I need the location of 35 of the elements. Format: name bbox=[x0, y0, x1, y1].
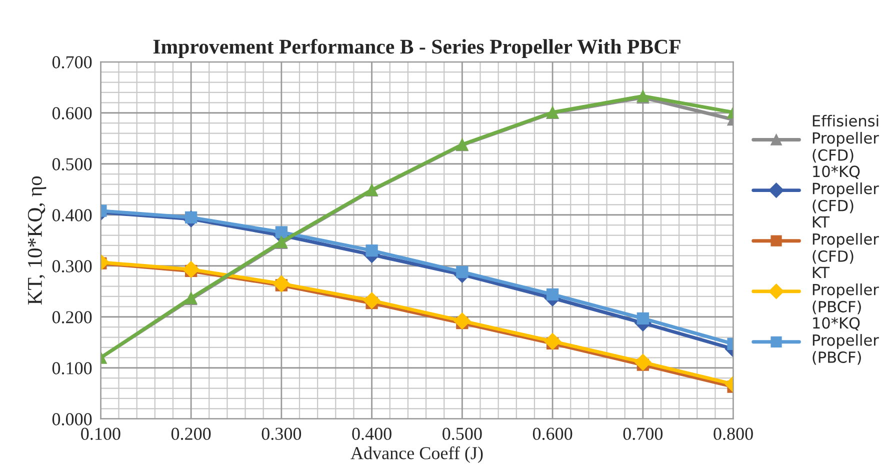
point bbox=[454, 312, 471, 330]
legend-label: 10*KQ Propeller (PBCF) bbox=[812, 317, 879, 365]
point bbox=[273, 275, 290, 292]
point bbox=[634, 354, 652, 371]
x-tick-label: 0.200 bbox=[171, 428, 211, 440]
point bbox=[182, 261, 200, 278]
legend-label: 10*KQ Propeller (CFD) bbox=[812, 166, 879, 214]
x-tick-label: 0.600 bbox=[532, 428, 572, 440]
x-tick-label: 0.700 bbox=[623, 428, 663, 440]
chart-title: Improvement Performance B - Series Propeller With PBCF bbox=[153, 38, 680, 58]
x-tick-label: 0.500 bbox=[442, 428, 482, 440]
y-tick-label: 0.300 bbox=[52, 260, 92, 272]
y-tick-label: 0.500 bbox=[52, 158, 92, 170]
x-tick-label: 0.800 bbox=[714, 428, 753, 440]
point bbox=[363, 292, 380, 309]
y-tick-label: 0.100 bbox=[52, 362, 92, 374]
legend-label: KT Propeller (PBCF) bbox=[812, 266, 879, 314]
point bbox=[456, 266, 468, 278]
x-tick-label: 0.300 bbox=[262, 428, 302, 440]
legend-label: KT Propeller (CFD) bbox=[812, 216, 879, 264]
y-tick-label: 0.400 bbox=[52, 209, 92, 222]
legend-label: Effisiensi Propeller (CFD) bbox=[812, 114, 879, 163]
point bbox=[544, 332, 561, 350]
point bbox=[546, 288, 559, 301]
x-tick-label: 0.400 bbox=[352, 428, 392, 440]
x-axis-title: Advance Coeff (J) bbox=[350, 446, 483, 463]
y-tick-label: 0.200 bbox=[52, 311, 92, 324]
x-tick-label: 0.100 bbox=[81, 428, 120, 440]
y-tick-label: 0.000 bbox=[52, 413, 92, 426]
y-axis-title: KT, 10*KQ, ηo bbox=[28, 176, 46, 305]
y-tick-label: 0.700 bbox=[52, 56, 92, 68]
point bbox=[275, 226, 288, 238]
point bbox=[636, 312, 649, 324]
y-tick-label: 0.600 bbox=[52, 107, 92, 120]
point bbox=[366, 244, 378, 257]
